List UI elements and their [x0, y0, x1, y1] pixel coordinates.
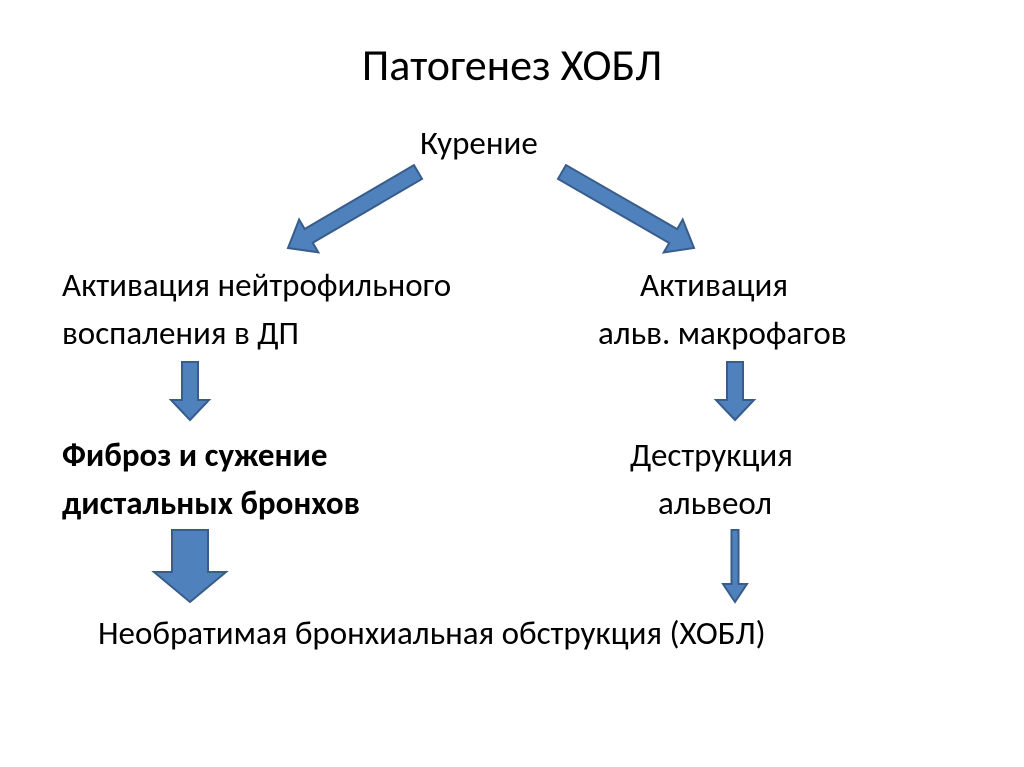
- diagram-title: Патогенез ХОБЛ: [0, 38, 1024, 92]
- arrow-1: [558, 165, 694, 252]
- node-left1a: Активация нейтрофильного: [62, 262, 451, 310]
- node-left2a: Фиброз и сужение: [62, 432, 327, 480]
- node-bottom: Необратимая бронхиальная обструкция (ХОБ…: [98, 610, 766, 658]
- node-smoking: Курение: [420, 120, 538, 168]
- arrow-5: [723, 530, 747, 602]
- node-right2b: альвеол: [658, 480, 772, 528]
- node-left1b: воспаления в ДП: [62, 310, 299, 358]
- node-left2b: дистальных бронхов: [62, 480, 360, 528]
- node-right2a: Деструкция: [630, 432, 793, 480]
- arrow-0: [288, 165, 422, 252]
- arrow-2: [171, 362, 209, 420]
- arrow-4: [154, 530, 226, 602]
- node-right1b: альв. макрофагов: [598, 310, 847, 358]
- arrow-3: [716, 362, 754, 420]
- diagram-stage: Патогенез ХОБЛ Курение Активация нейтроф…: [0, 0, 1024, 767]
- node-right1a: Активация: [640, 262, 788, 310]
